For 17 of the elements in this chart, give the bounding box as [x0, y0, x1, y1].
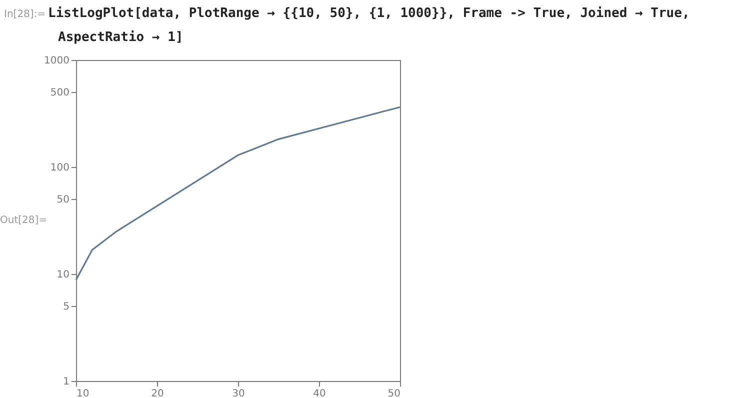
x-tick-label: 50: [388, 388, 400, 398]
y-tick-label: 5: [63, 302, 70, 313]
x-tick-label: 20: [151, 388, 164, 398]
line-series: [75, 106, 401, 281]
y-tick-label: 1000: [44, 56, 70, 66]
y-tick-label: 10: [56, 270, 70, 280]
y-tick-label: 100: [50, 162, 70, 174]
y-tick-label: 1: [63, 376, 70, 388]
x-tick-label: 10: [76, 388, 90, 398]
x-tick-label: 30: [232, 388, 245, 398]
x-tick-label: 40: [313, 388, 326, 398]
y-tick-label: 50: [56, 194, 70, 206]
text: Out[28]=: [0, 215, 48, 226]
y-tick-label: 500: [50, 88, 70, 99]
text: AspectRatio → 1]: [58, 30, 184, 45]
text: In[28]:=: [4, 9, 46, 20]
text: ListLogPlot[data, PlotRange → {{10, 50}, {1, 1000}}, Frame -> True, Joined → True,: [48, 6, 690, 21]
